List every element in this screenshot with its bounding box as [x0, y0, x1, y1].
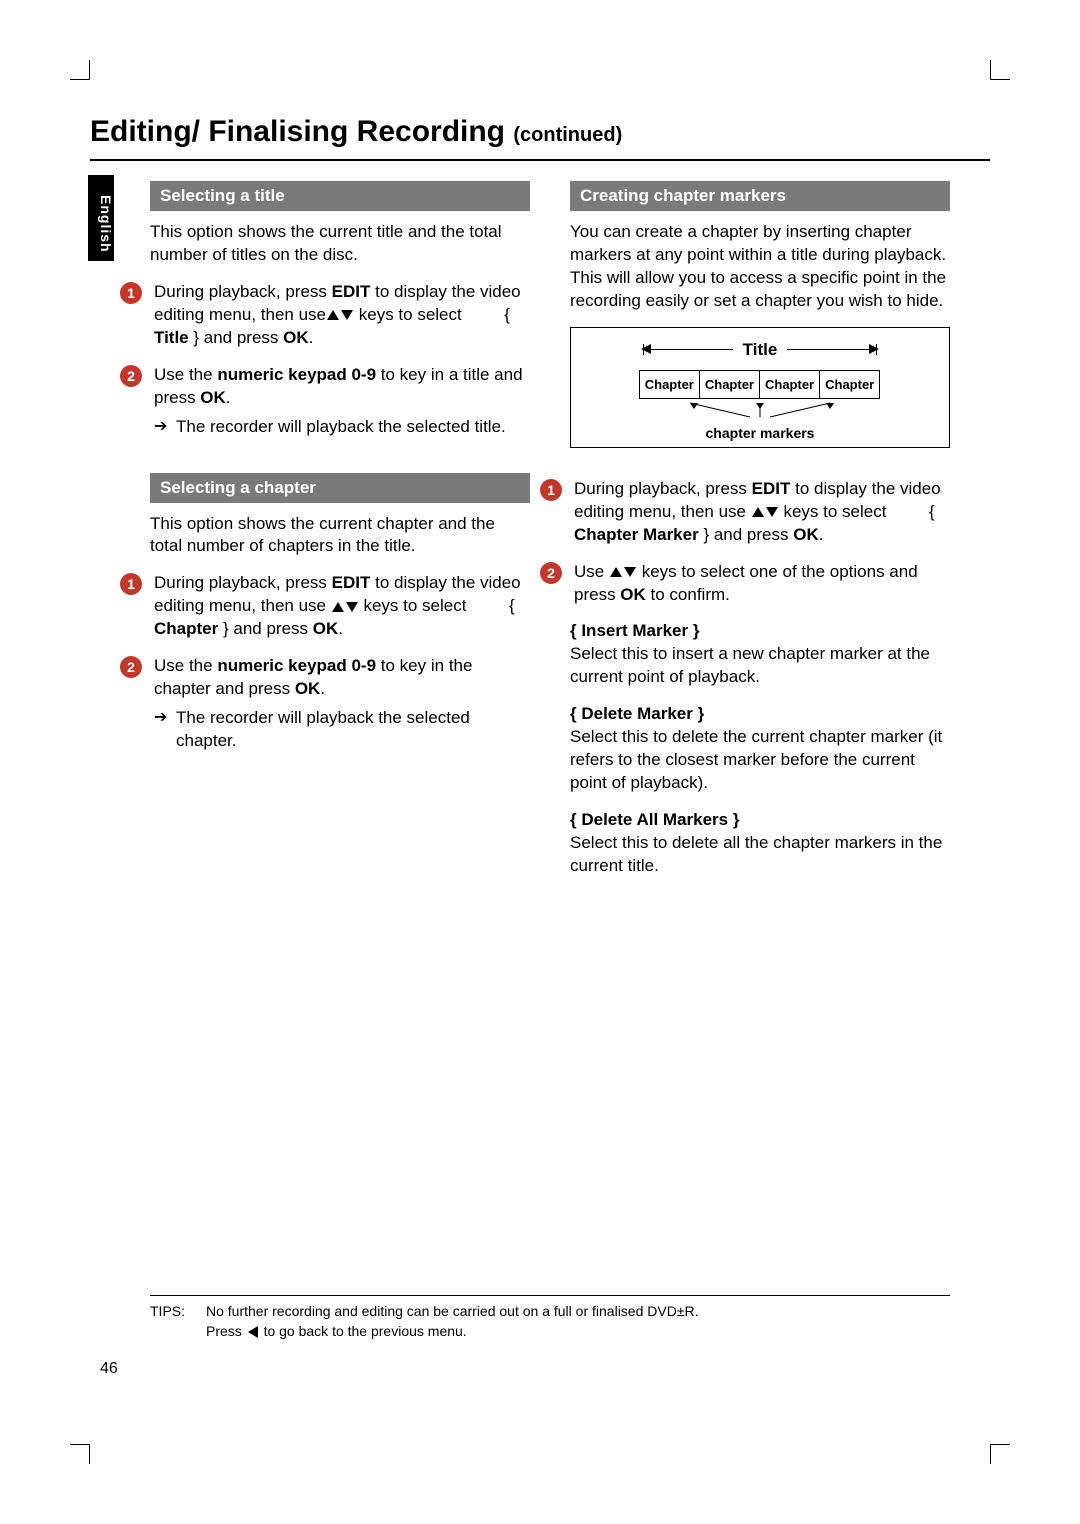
option-delete-all-markers: { Delete All Markers } Select this to de…: [570, 809, 950, 878]
sec3-step2: 2 Use keys to select one of the options …: [570, 561, 950, 607]
up-icon: [332, 602, 344, 612]
result-arrow: The recorder will playback the selected …: [154, 416, 530, 439]
sec2-step2: 2 Use the numeric keypad 0-9 to key in t…: [150, 655, 530, 753]
sec3-intro: You can create a chapter by inserting ch…: [570, 221, 950, 313]
sec1-intro: This option shows the current title and …: [150, 221, 530, 267]
step-number-icon: 2: [120, 656, 142, 678]
tips-text: No further recording and editing can be …: [206, 1302, 699, 1341]
page-content: Editing/ Finalising Recording (continued…: [90, 115, 990, 892]
step-number-icon: 1: [120, 282, 142, 304]
title-rule: [90, 159, 990, 161]
up-icon: [327, 310, 339, 320]
title-chapter-diagram: Title Chapter Chapter Chapter Chapter: [570, 327, 950, 448]
step-number-icon: 2: [540, 562, 562, 584]
sec2-step1: 1 During playback, press EDIT to display…: [150, 572, 530, 641]
result-arrow: The recorder will playback the selected …: [154, 707, 530, 753]
sec2-intro: This option shows the current chapter an…: [150, 513, 530, 559]
step-number-icon: 1: [540, 479, 562, 501]
step-number-icon: 2: [120, 365, 142, 387]
left-icon: [248, 1326, 258, 1338]
page-number: 46: [100, 1360, 118, 1378]
sec3-step1: 1 During playback, press EDIT to display…: [570, 478, 950, 547]
marker-arrows-icon: [577, 401, 943, 417]
right-column: Creating chapter markers You can create …: [570, 181, 950, 892]
chapter-cell: Chapter: [759, 370, 820, 399]
option-delete-marker: { Delete Marker } Select this to delete …: [570, 703, 950, 795]
down-icon: [346, 602, 358, 612]
crop-mark: [990, 60, 1010, 80]
right-arrow-icon: [787, 349, 877, 350]
left-arrow-icon: [643, 349, 733, 350]
down-icon: [766, 507, 778, 517]
diagram-title: Title: [743, 340, 778, 360]
down-icon: [624, 567, 636, 577]
tips-rule: [150, 1295, 950, 1296]
columns: Selecting a title This option shows the …: [90, 181, 990, 892]
tips-label: TIPS:: [150, 1302, 190, 1341]
up-icon: [752, 507, 764, 517]
diagram-caption: chapter markers: [571, 425, 949, 441]
left-column: Selecting a title This option shows the …: [150, 181, 530, 892]
section-bar-selecting-title: Selecting a title: [150, 181, 530, 211]
heading-main: Editing/ Finalising Recording: [90, 115, 505, 148]
chapter-grid: Chapter Chapter Chapter Chapter: [577, 370, 943, 399]
sec1-step1: 1 During playback, press EDIT to display…: [150, 281, 530, 350]
section-bar-chapter-markers: Creating chapter markers: [570, 181, 950, 211]
step-number-icon: 1: [120, 573, 142, 595]
chapter-cell: Chapter: [819, 370, 880, 399]
crop-mark: [990, 1444, 1010, 1464]
down-icon: [341, 310, 353, 320]
sec1-step2: 2 Use the numeric keypad 0-9 to key in a…: [150, 364, 530, 439]
chapter-cell: Chapter: [639, 370, 700, 399]
up-icon: [610, 567, 622, 577]
page-title: Editing/ Finalising Recording (continued…: [90, 115, 990, 149]
language-tab: English: [88, 175, 114, 261]
crop-mark: [70, 60, 90, 80]
option-insert-marker: { Insert Marker } Select this to insert …: [570, 620, 950, 689]
tips-footer: TIPS: No further recording and editing c…: [150, 1295, 970, 1341]
crop-mark: [70, 1444, 90, 1464]
chapter-cell: Chapter: [699, 370, 760, 399]
heading-suffix: (continued): [513, 124, 622, 146]
section-bar-selecting-chapter: Selecting a chapter: [150, 473, 530, 503]
